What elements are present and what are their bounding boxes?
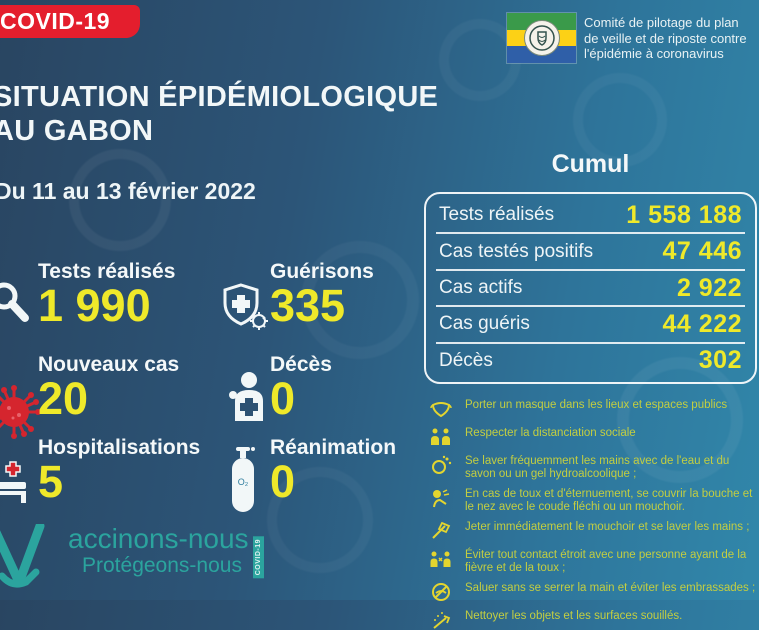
table-row: Cas actifs 2 922 — [436, 271, 745, 308]
page-title-line1: SITUATION ÉPIDÉMIOLOGIQUE — [0, 81, 439, 113]
row-value: 47 446 — [662, 237, 742, 266]
no-handshake-icon — [432, 583, 450, 601]
mask-icon — [430, 402, 452, 418]
stat-nouveaux-cas: Nouveaux cas 20 — [38, 353, 179, 421]
committee-emblem-icon — [523, 20, 560, 56]
social-distance-icon — [431, 428, 450, 445]
committee-line1: Comité de pilotage du plan — [584, 15, 739, 30]
shield-cross-icon — [223, 283, 268, 330]
measure-text: Saluer sans se serrer la main et éviter … — [465, 582, 756, 594]
page-title-line2: AU GABON — [0, 115, 154, 147]
row-value: 302 — [698, 346, 742, 375]
row-label: Cas testés positifs — [439, 240, 594, 262]
stat-value: 20 — [38, 373, 89, 424]
victory-hand-icon — [0, 524, 45, 588]
prevention-measures-list: Porter un masque dans les lieux et espac… — [430, 399, 756, 630]
stat-value: 0 — [270, 373, 296, 424]
stat-guerisons: Guérisons 335 — [270, 260, 374, 328]
committee-text: Comité de pilotage du plan de veille et … — [584, 13, 747, 63]
tissue-icon — [432, 521, 451, 539]
stat-hospitalisations: Hospitalisations 5 — [38, 436, 200, 504]
campaign-line1: accinons-nous — [68, 523, 249, 554]
avoid-contact-icon — [430, 551, 451, 567]
list-item: En cas de toux et d'éternuement, se couv… — [430, 488, 756, 513]
campaign-line2: Protégeons-nous — [82, 554, 242, 577]
measure-text: Nettoyer les objets et les surfaces soui… — [465, 610, 683, 622]
campaign-text: accinons-nous Protégeons-nous — [68, 523, 249, 578]
measure-text: Porter un masque dans les lieux et espac… — [465, 399, 728, 411]
list-item: Éviter tout contact étroit avec une pers… — [430, 549, 756, 574]
row-label: Décès — [439, 349, 493, 371]
row-label: Cas actifs — [439, 277, 523, 299]
reporting-period: Du 11 au 13 février 2022 — [0, 178, 256, 204]
committee-line2: de veille et de riposte contre — [584, 30, 747, 46]
measure-text: Jeter immédiatement le mouchoir et se la… — [465, 521, 750, 533]
stat-label: Nouveaux cas — [38, 353, 180, 376]
cumul-title: Cumul — [551, 150, 630, 178]
stat-label: Réanimation — [270, 436, 397, 459]
committee-block: Comité de pilotage du plan de veille et … — [507, 13, 747, 63]
cumul-table: Tests réalisés 1 558 188 Cas testés posi… — [424, 192, 757, 384]
campaign-covid-badge: COVID-19 — [252, 536, 264, 579]
clean-surfaces-icon — [433, 612, 451, 629]
row-label: Cas guéris — [439, 313, 530, 335]
list-item: Se laver fréquemment les mains avec de l… — [430, 455, 756, 480]
measure-text: En cas de toux et d'éternuement, se couv… — [465, 488, 753, 513]
table-row: Cas testés positifs 47 446 — [436, 234, 745, 271]
table-row: Tests réalisés 1 558 188 — [436, 198, 745, 235]
list-item: Nettoyer les objets et les surfaces soui… — [430, 610, 756, 630]
stat-value: 5 — [38, 456, 64, 507]
stat-tests-realises: Tests réalisés 1 990 — [38, 260, 175, 328]
list-item: Porter un masque dans les lieux et espac… — [430, 399, 756, 419]
row-value: 1 558 188 — [626, 200, 742, 229]
covid19-banner: COVID-19 — [0, 5, 140, 38]
gabon-flag-logo — [507, 13, 576, 63]
committee-line3: l'épidémie à coronavirus — [584, 46, 724, 61]
stat-label: Tests réalisés — [38, 260, 176, 283]
row-value: 44 222 — [662, 309, 742, 338]
hospital-bed-icon — [0, 461, 26, 503]
stat-deces: Décès 0 — [270, 353, 332, 421]
cough-elbow-icon — [433, 489, 450, 508]
stat-value: 335 — [270, 280, 346, 331]
list-item: Respecter la distanciation sociale — [430, 427, 756, 447]
svg-text:O₂: O₂ — [238, 477, 249, 487]
stat-value: 0 — [270, 456, 296, 507]
virus-icon — [0, 385, 41, 439]
measure-text: Se laver fréquemment les mains avec de l… — [465, 455, 730, 480]
person-cross-icon — [229, 372, 263, 421]
stat-label: Guérisons — [270, 260, 374, 283]
covid19-banner-label: COVID-19 — [0, 8, 111, 34]
magnifier-icon — [0, 282, 29, 322]
list-item: Jeter immédiatement le mouchoir et se la… — [430, 521, 756, 541]
measure-text: Respecter la distanciation sociale — [465, 427, 636, 439]
oxygen-tank-icon: O₂ — [232, 447, 255, 512]
stat-label: Décès — [270, 353, 332, 376]
list-item: Saluer sans se serrer la main et éviter … — [430, 582, 756, 602]
row-label: Tests réalisés — [439, 204, 555, 226]
stat-value: 1 990 — [38, 280, 151, 331]
campaign-logo: accinons-nous Protégeons-nous COVID-19 — [0, 524, 271, 592]
table-row: Cas guéris 44 222 — [436, 307, 745, 344]
stat-reanimation: Réanimation 0 — [270, 436, 396, 504]
measure-text: Éviter tout contact étroit avec une pers… — [465, 549, 747, 574]
hand-wash-icon — [432, 455, 452, 474]
table-row: Décès 302 — [436, 344, 745, 378]
page-title: SITUATION ÉPIDÉMIOLOGIQUE AU GABON — [0, 80, 438, 148]
row-value: 2 922 — [676, 273, 742, 302]
stat-label: Hospitalisations — [38, 436, 201, 459]
